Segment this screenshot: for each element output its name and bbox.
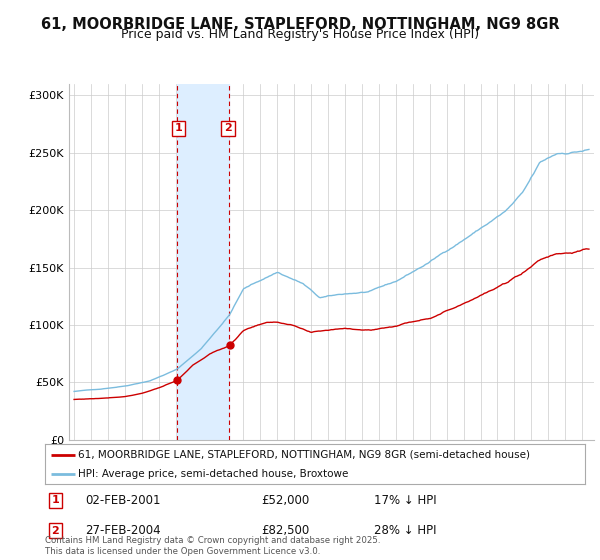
Text: 61, MOORBRIDGE LANE, STAPLEFORD, NOTTINGHAM, NG9 8GR: 61, MOORBRIDGE LANE, STAPLEFORD, NOTTING…: [41, 17, 559, 32]
Text: 61, MOORBRIDGE LANE, STAPLEFORD, NOTTINGHAM, NG9 8GR (semi-detached house): 61, MOORBRIDGE LANE, STAPLEFORD, NOTTING…: [79, 450, 530, 460]
Bar: [177, 84, 229, 440]
Text: 28% ↓ HPI: 28% ↓ HPI: [374, 524, 437, 537]
Text: Price paid vs. HM Land Registry's House Price Index (HPI): Price paid vs. HM Land Registry's House …: [121, 28, 479, 41]
Text: 02-FEB-2001: 02-FEB-2001: [86, 494, 161, 507]
Text: HPI: Average price, semi-detached house, Broxtowe: HPI: Average price, semi-detached house,…: [79, 469, 349, 479]
Text: 17% ↓ HPI: 17% ↓ HPI: [374, 494, 437, 507]
Text: £52,000: £52,000: [261, 494, 309, 507]
Text: 2: 2: [224, 123, 232, 133]
Text: 2: 2: [52, 526, 59, 536]
Text: 1: 1: [52, 496, 59, 506]
Text: 1: 1: [175, 123, 182, 133]
Text: 27-FEB-2004: 27-FEB-2004: [86, 524, 161, 537]
Text: Contains HM Land Registry data © Crown copyright and database right 2025.
This d: Contains HM Land Registry data © Crown c…: [45, 536, 380, 556]
Text: £82,500: £82,500: [261, 524, 309, 537]
